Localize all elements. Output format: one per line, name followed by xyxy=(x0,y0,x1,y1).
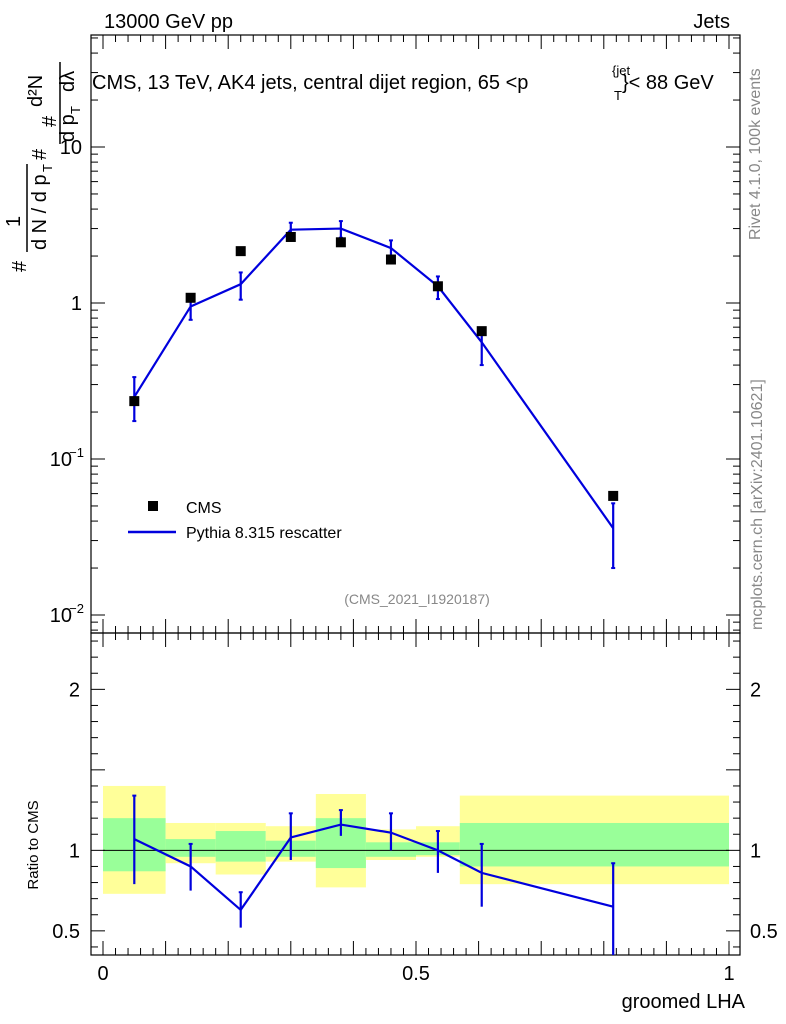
y-label-d2n: d²N xyxy=(25,75,47,107)
analysis-id-label: (CMS_2021_I1920187) xyxy=(344,591,490,607)
plot-title-sup: {jet xyxy=(612,63,630,78)
ratio-y-tick-label-left: 0.5 xyxy=(52,921,80,943)
main-y-tick-label: 10 xyxy=(50,605,72,627)
y-label-one: 1 xyxy=(3,216,25,227)
y-label-dn-dpt: d N / d p xyxy=(29,174,51,250)
cms-data-point xyxy=(235,246,246,257)
legend-cms-label: CMS xyxy=(186,500,222,517)
y-label-dlambda: dλ xyxy=(57,71,79,92)
main-y-tick-label-exponent: −1 xyxy=(69,445,84,460)
rivet-version-label: Rivet 4.1.0, 100k events xyxy=(747,68,764,240)
ratio-y-tick-label-right: 1 xyxy=(750,840,761,862)
cms-data-point xyxy=(385,254,396,265)
plot-title: CMS, 13 TeV, AK4 jets, central dijet reg… xyxy=(92,63,714,103)
main-y-tick-label: 10 xyxy=(50,449,72,471)
y-label-hash-1: # xyxy=(9,260,31,272)
mcplots-source-label: mcplots.cern.ch [arXiv:2401.10621] xyxy=(749,379,766,630)
plot-title-end: }< 88 GeV xyxy=(622,72,714,94)
plot-title-sub: T xyxy=(614,88,622,103)
ratio-band-inner xyxy=(459,822,729,867)
main-y-axis-label: # 1 d N / d p T # d p T # d²N dλ xyxy=(3,62,83,272)
main-plot-frame xyxy=(90,34,741,634)
legend-cms-marker xyxy=(148,501,158,511)
main-y-tick-label: 10 xyxy=(60,137,82,159)
main-pythia-curve xyxy=(133,227,615,529)
cms-data-point xyxy=(608,490,619,501)
ratio-y-tick-label-left: 1 xyxy=(69,840,80,862)
ratio-y-axis-label: Ratio to CMS xyxy=(25,800,42,889)
ratio-y-tick-label-right: 2 xyxy=(750,679,761,701)
x-tick-label: 0.5 xyxy=(402,963,430,985)
cms-data-point xyxy=(335,237,346,248)
ratio-y-tick-label-left: 2 xyxy=(69,679,80,701)
header-energy-label: 13000 GeV pp xyxy=(104,11,233,33)
ratio-band-inner xyxy=(215,831,266,862)
y-label-t-sub-2: T xyxy=(68,106,83,114)
y-label-hash-2: # xyxy=(29,148,51,160)
cms-data-point xyxy=(285,231,296,242)
header-jets-label: Jets xyxy=(693,11,730,33)
legend-pythia-label: Pythia 8.315 rescatter xyxy=(186,525,342,542)
ratio-plot-frame xyxy=(90,632,741,956)
plot-title-main: CMS, 13 TeV, AK4 jets, central dijet reg… xyxy=(92,72,528,94)
y-label-dp: d p xyxy=(57,114,79,142)
cms-data-point xyxy=(432,281,443,292)
cms-data-point xyxy=(476,326,487,337)
x-axis-label: groomed LHA xyxy=(622,991,746,1013)
x-tick-label: 0 xyxy=(97,963,108,985)
y-label-hash-3: # xyxy=(39,115,61,127)
x-tick-label: 1 xyxy=(723,963,734,985)
ratio-y-tick-label-right: 0.5 xyxy=(750,921,778,943)
main-y-tick-label: 1 xyxy=(71,293,82,315)
cms-data-point xyxy=(129,396,140,407)
main-y-tick-label-exponent: −2 xyxy=(69,601,84,616)
y-label-t-sub-1: T xyxy=(40,164,55,172)
cms-data-point xyxy=(185,292,196,303)
